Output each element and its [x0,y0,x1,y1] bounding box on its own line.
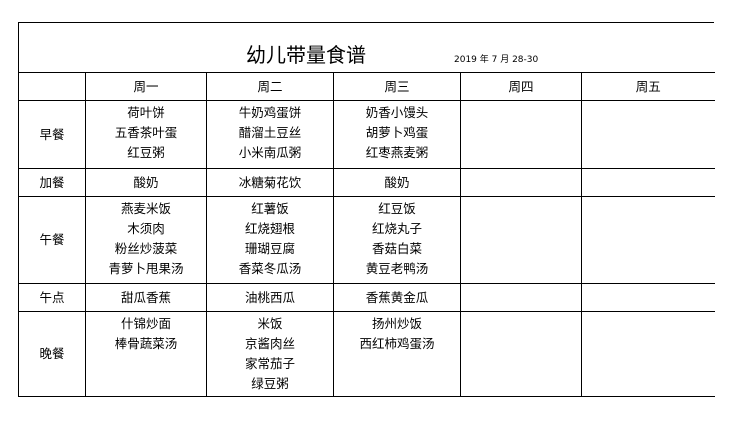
menu-cell: 酸奶 [333,168,461,197]
food-item: 香菜冬瓜汤 [238,261,302,276]
food-item: 红豆饭 [378,201,416,216]
menu-cell: 米饭京酱肉丝家常茄子绿豆粥 [206,311,334,397]
meal-row: 晚餐 什锦炒面 棒骨蔬菜汤 米饭 京酱肉丝 家常茄子 绿豆粥 扬州炒饭 西红柿鸡蛋汤 [18,311,715,397]
meal-name: 晚餐 [18,311,86,397]
menu-cell: 燕麦米饭木须肉粉丝炒菠菜青萝卜甩果汤 [85,196,207,284]
menu-cell: 奶香小馒头胡萝卜鸡蛋红枣燕麦粥 [333,100,461,169]
meal-name: 加餐 [18,168,86,197]
food-item: 酸奶 [133,174,159,190]
food-item: 家常茄子 [244,356,295,371]
day-header: 周五 [581,72,715,101]
menu-cell: 荷叶饼五香茶叶蛋红豆粥 [85,100,207,169]
food-item: 甜瓜香蕉 [120,289,171,305]
food-item: 油桃西瓜 [244,289,295,305]
food-item: 燕麦米饭 [120,201,171,216]
meal-row: 午餐 燕麦米饭 木须肉 粉丝炒菠菜 青萝卜甩果汤 红薯饭 红烧翅根 珊瑚豆腐 香菜冬瓜汤 红豆饭红… [18,196,715,284]
meal-name: 午点 [18,283,86,312]
day-header: 周二 [206,72,334,101]
food-item: 扬州炒饭 [371,316,422,331]
food-item: 小米南瓜粥 [238,145,302,160]
food-item: 青萝卜甩果汤 [108,261,184,276]
corner-cell [18,72,86,101]
menu-cell [460,168,582,197]
food-item: 红豆粥 [127,145,165,160]
food-item: 粉丝炒菠菜 [114,241,178,256]
food-item: 京酱肉丝 [244,336,295,351]
food-item: 香菇白菜 [371,241,422,256]
food-item: 红烧丸子 [371,221,422,236]
food-item: 香蕉黄金瓜 [365,289,429,305]
menu-cell: 油桃西瓜 [206,283,334,312]
meal-name: 午餐 [18,196,86,284]
meal-name: 早餐 [18,100,86,169]
menu-cell [460,100,582,169]
food-item: 红烧翅根 [244,221,295,236]
food-item: 珊瑚豆腐 [244,241,295,256]
menu-cell [460,283,582,312]
food-item: 棒骨蔬菜汤 [114,336,178,351]
food-item: 木须肉 [127,221,165,236]
menu-cell: 酸奶 [85,168,207,197]
menu-cell [581,100,715,169]
menu-cell [581,168,715,197]
header-row: 周一 周二 周三 周四 周五 [18,72,715,101]
menu-cell [581,196,715,284]
menu-cell [460,311,582,397]
menu-cell [581,311,715,397]
menu-cell: 红豆饭红烧丸子香菇白菜黄豆老鸭汤 [333,196,461,284]
day-header: 周三 [333,72,461,101]
menu-table: 周一 周二 周三 周四 周五 早餐 荷叶饼 五香茶叶蛋 红豆粥 牛奶鸡蛋饼 醋溜土豆丝 小米南瓜粥 奶香… [18,72,715,397]
title-row: 幼儿带量食谱 2019 年 7 月 28-30 [18,22,714,73]
food-item: 红枣燕麦粥 [365,145,429,160]
menu-cell [460,196,582,284]
food-item: 五香茶叶蛋 [114,125,178,140]
food-item: 牛奶鸡蛋饼 [238,105,302,120]
meal-row: 加餐 酸奶 冰糖菊花饮 酸奶 [18,168,715,197]
food-item: 冰糖菊花饮 [238,174,302,190]
date-range: 2019 年 7 月 28-30 [454,55,539,65]
food-item: 黄豆老鸭汤 [365,261,429,276]
menu-cell: 香蕉黄金瓜 [333,283,461,312]
menu-cell: 扬州炒饭西红柿鸡蛋汤 [333,311,461,397]
food-item: 荷叶饼 [127,105,165,120]
food-item: 绿豆粥 [251,376,289,391]
menu-cell: 冰糖菊花饮 [206,168,334,197]
food-item: 醋溜土豆丝 [238,125,302,140]
meal-row: 早餐 荷叶饼 五香茶叶蛋 红豆粥 牛奶鸡蛋饼 醋溜土豆丝 小米南瓜粥 奶香小馒头 胡萝卜鸡蛋 红枣… [18,100,715,169]
menu-cell: 牛奶鸡蛋饼醋溜土豆丝小米南瓜粥 [206,100,334,169]
food-item: 米饭 [257,316,283,331]
food-item: 奶香小馒头 [365,105,429,120]
day-header: 周一 [85,72,207,101]
menu-cell: 甜瓜香蕉 [85,283,207,312]
food-item: 红薯饭 [251,201,289,216]
page-title: 幼儿带量食谱 [246,43,366,67]
menu-cell [581,283,715,312]
food-item: 酸奶 [384,174,410,190]
menu-cell: 什锦炒面 棒骨蔬菜汤 [85,311,207,397]
day-header: 周四 [460,72,582,101]
food-item: 胡萝卜鸡蛋 [365,125,429,140]
menu-cell: 红薯饭红烧翅根珊瑚豆腐香菜冬瓜汤 [206,196,334,284]
meal-row: 午点 甜瓜香蕉 油桃西瓜 香蕉黄金瓜 [18,283,715,312]
food-item: 什锦炒面 [120,316,171,331]
food-item: 西红柿鸡蛋汤 [359,336,435,351]
